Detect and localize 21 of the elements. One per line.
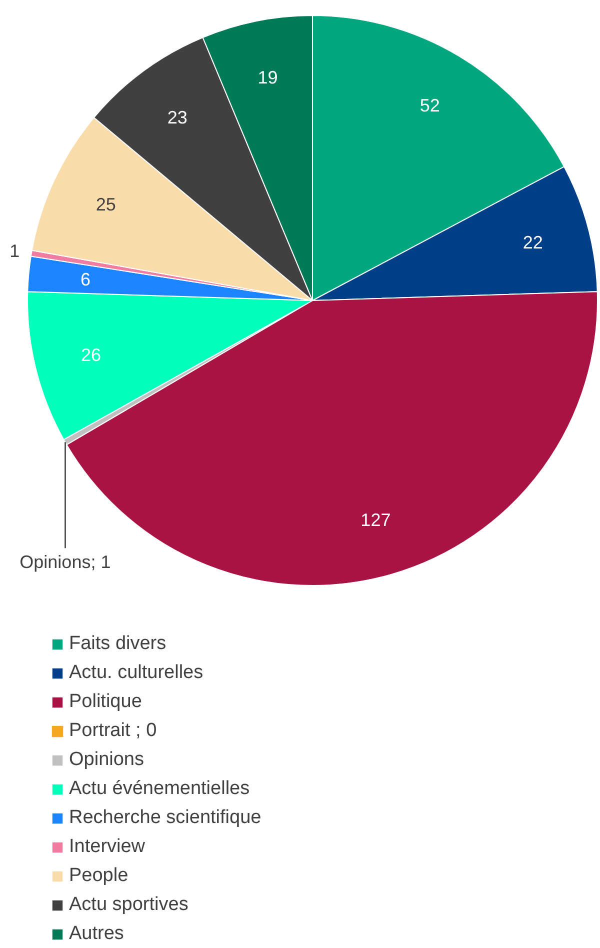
- data-label: 19: [258, 67, 278, 88]
- legend-label: Interview: [69, 835, 146, 859]
- data-label: 127: [360, 510, 391, 530]
- legend-label: Portrait ; 0: [69, 719, 157, 743]
- data-label: 25: [96, 194, 116, 215]
- legend-label: Actu. culturelles: [69, 661, 204, 685]
- data-label: 26: [80, 345, 102, 366]
- legend-label: Politique: [69, 690, 142, 714]
- legend-label: Actu événementielles: [69, 777, 250, 801]
- legend-label: Opinions: [69, 748, 144, 772]
- data-label: 52: [420, 96, 440, 116]
- legend-label: Faits divers: [69, 632, 166, 656]
- legend-label: People: [69, 864, 128, 888]
- data-label: 1: [10, 240, 20, 261]
- legend-label: Recherche scientifique: [69, 806, 262, 830]
- data-label: Opinions; 1: [20, 552, 111, 572]
- data-label: 6: [80, 270, 91, 290]
- legend-label: Actu sportives: [69, 893, 188, 917]
- data-label: 22: [522, 232, 543, 252]
- data-label: 23: [167, 107, 188, 128]
- legend-label: Autres: [69, 922, 124, 946]
